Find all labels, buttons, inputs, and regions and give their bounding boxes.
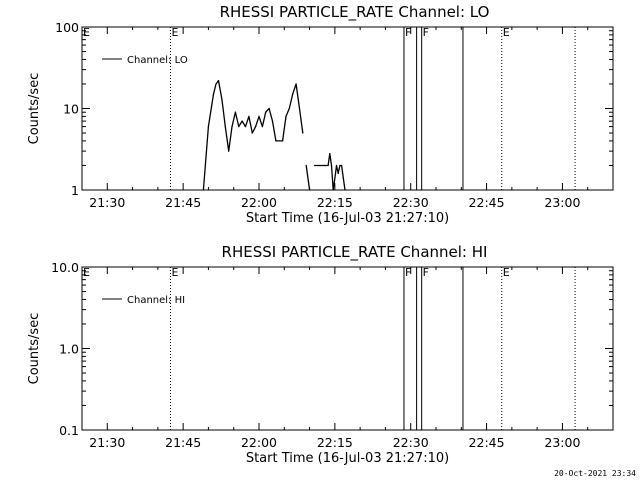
y-axis-label: Counts/sec [27,313,42,385]
chart-panel-2: RHESSI PARTICLE_RATE Channel: HI 21:30 21:… [27,243,614,466]
data-point [215,83,217,85]
data-point [319,164,321,167]
y-tick-label: 1 [71,183,79,198]
data-point [221,98,223,100]
data-point [292,93,294,95]
data-point [330,164,333,167]
event-marker-label: E [172,266,179,279]
data-point [341,164,343,167]
plot-frame [81,26,614,191]
data-point [207,125,210,128]
y-tick-label: 100 [55,20,79,35]
event-marker-label: F [405,266,411,279]
data-point [255,125,257,128]
y-tick-label: 10 [63,102,79,117]
event-marker-label: E [503,266,510,279]
data-point [308,189,311,191]
data-point [244,125,247,128]
x-tick-label: 21:45 [165,435,201,450]
data-point [212,93,215,95]
x-tick-label: 22:00 [241,435,277,450]
data-point [295,83,297,85]
data-point [282,140,284,142]
data-point [261,125,263,128]
x-tick-label: 22:30 [393,435,429,450]
x-tick-label: 22:30 [393,195,429,210]
legend-entry: Channel: HI [127,295,185,306]
event-marker-label: E [503,26,510,39]
chart-panel-1: RHESSI PARTICLE_RATE Channel: LO 21:30 21:… [27,3,614,226]
event-marker-label: E [83,266,90,279]
data-point [258,115,260,117]
data-point [224,125,226,128]
x-tick-label: 22:45 [469,435,505,450]
data-point [228,150,230,152]
data-point [231,125,233,128]
legend-entry: Channel: LO [127,55,188,66]
series-line-2 [305,165,311,191]
data-point [335,164,338,167]
x-tick-label: 21:30 [89,435,125,450]
data-point [271,120,274,122]
data-point [332,189,334,191]
y-axis-label: Counts/sec [27,73,42,145]
event-marker-label: E [172,26,179,39]
data-point [337,172,339,174]
data-point [234,111,236,113]
data-point [298,107,301,110]
event-marker-label: E [83,26,90,39]
data-point [339,164,341,167]
x-tick-label: 22:15 [317,195,353,210]
event-marker-label: F [423,26,429,39]
series-line-1 [202,79,304,191]
data-point [275,140,277,142]
data-point [302,132,304,134]
data-point [344,189,346,191]
data-point [288,107,290,110]
data-point [334,177,336,179]
data-point [285,115,287,117]
data-point [265,111,267,113]
x-tick-label: 22:45 [469,195,505,210]
chart-title: RHESSI PARTICLE_RATE Channel: LO [220,3,490,22]
x-tick-label: 23:00 [544,195,580,210]
data-point [202,189,204,191]
data-point [241,120,243,122]
data-point [305,164,307,167]
data-point [248,115,250,117]
data-point [238,125,240,128]
data-point [324,164,326,167]
x-tick-label: 22:15 [317,435,353,450]
data-point [268,107,270,110]
data-point [327,164,329,167]
data-point [217,79,220,82]
y-tick-label: 1.0 [59,342,79,357]
event-marker-label: F [423,266,429,279]
data-point [278,140,280,142]
event-marker-label: F [405,26,411,39]
x-tick-label: 22:00 [241,195,277,210]
x-tick-label: 23:00 [544,435,580,450]
x-tick-label: 21:45 [165,195,201,210]
data-point [329,152,331,155]
y-tick-label: 0.1 [59,423,79,438]
x-tick-label: 21:30 [89,195,125,210]
chart-title: RHESSI PARTICLE_RATE Channel: HI [222,243,488,262]
x-axis-label: Start Time (16-Jul-03 21:27:10) [246,211,449,226]
plot-timestamp: 20-Oct-2021 23:34 [554,469,636,478]
x-axis-label: Start Time (16-Jul-03 21:27:10) [246,451,449,466]
series-line-3 [314,152,346,191]
data-point [251,132,253,134]
y-tick-label: 10.0 [51,260,79,275]
data-point [314,164,316,167]
data-point [342,177,344,179]
plot-frame [81,266,614,431]
